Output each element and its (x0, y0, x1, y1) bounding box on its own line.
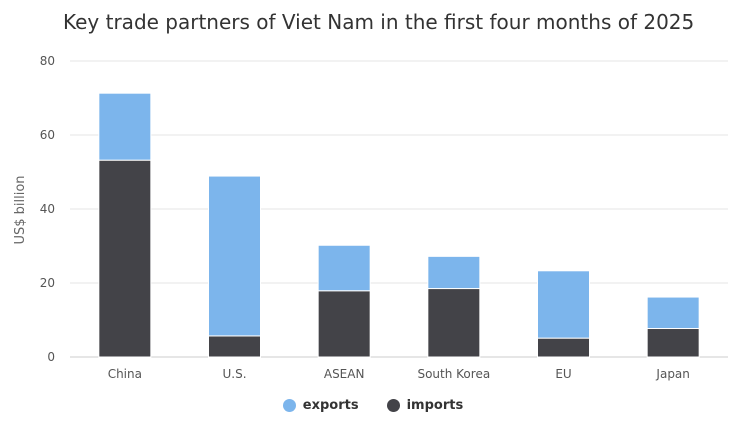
x-tick-label: South Korea (417, 367, 490, 381)
bar-exports[interactable] (537, 270, 590, 339)
bar-imports[interactable] (98, 159, 152, 358)
x-tick-label: U.S. (222, 367, 246, 381)
y-tick-label: 60 (40, 128, 55, 142)
y-tick-label: 0 (47, 350, 55, 364)
bar-exports[interactable] (317, 244, 371, 292)
x-tick-label: China (108, 367, 142, 381)
gridlines (70, 60, 728, 358)
x-tick-label: EU (555, 367, 571, 381)
x-tick-label: ASEAN (324, 367, 365, 381)
legend-item-exports[interactable]: exports (282, 398, 359, 413)
y-axis-title: US$ billion (13, 175, 28, 244)
legend-item-imports[interactable]: imports (386, 398, 464, 413)
tick-labels: 0 20 40 60 80 China U.S. ASEAN South Korea EU Japa… (40, 54, 690, 381)
legend-marker (282, 399, 296, 412)
legend-marker (386, 399, 400, 412)
bar-imports[interactable] (537, 337, 590, 358)
bars (98, 92, 700, 358)
y-tick-label: 80 (40, 54, 55, 68)
x-tick-label: Japan (655, 367, 689, 381)
bar-exports[interactable] (646, 296, 700, 330)
bar-imports[interactable] (208, 335, 261, 358)
legend-label: exports (302, 398, 359, 413)
bar-imports[interactable] (317, 290, 371, 358)
bar-exports[interactable] (427, 255, 481, 290)
bar-imports[interactable] (646, 328, 700, 358)
bar-exports[interactable] (98, 92, 152, 161)
bar-imports[interactable] (427, 288, 481, 358)
y-tick-label: 20 (40, 276, 55, 290)
legend: exports imports (0, 398, 746, 413)
legend-label: imports (406, 398, 464, 413)
bar-exports[interactable] (208, 175, 261, 337)
chart-title: Key trade partners of Viet Nam in the fi… (63, 10, 695, 34)
y-tick-label: 40 (40, 202, 55, 216)
